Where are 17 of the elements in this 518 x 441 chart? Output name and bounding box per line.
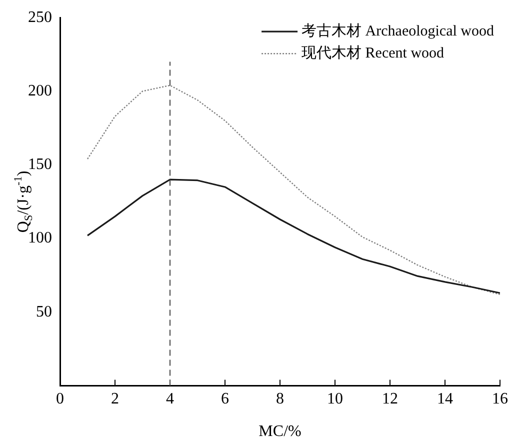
x-tick-label: 16 <box>492 390 508 408</box>
x-tick-label: 4 <box>166 390 174 408</box>
x-tick-label: 6 <box>221 390 229 408</box>
y-tick-label: 200 <box>28 82 52 100</box>
x-axis-title: MC/% <box>258 423 302 440</box>
y-tick-label: 50 <box>36 303 52 320</box>
legend-label: 现代木材 Recent wood <box>302 44 445 62</box>
x-tick-label: 14 <box>437 390 453 408</box>
x-tick-label: 12 <box>382 390 398 408</box>
x-tick-label: 8 <box>276 390 284 408</box>
line-series <box>86 84 500 296</box>
x-tick-label: 0 <box>56 390 64 408</box>
y-tick-label: 150 <box>28 156 52 174</box>
legend-label: 考古木材 Archaeological wood <box>302 22 494 40</box>
x-tick-label: 2 <box>111 390 119 408</box>
y-tick-label: 250 <box>28 8 52 26</box>
x-tick-label: 10 <box>327 390 343 408</box>
